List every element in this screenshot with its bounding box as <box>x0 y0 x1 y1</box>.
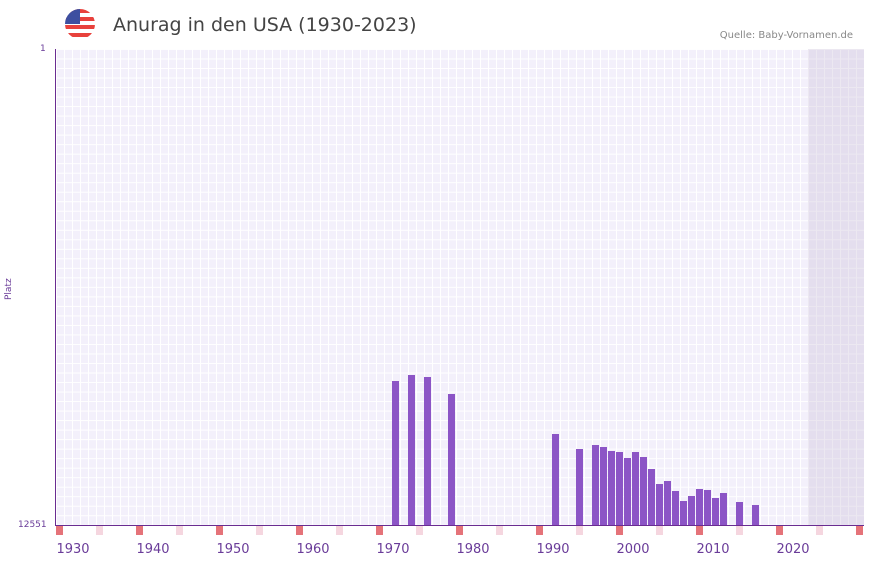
us-flag-icon <box>65 9 95 39</box>
page-title: Anurag in den USA (1930-2023) <box>113 14 417 36</box>
bar-1996[interactable] <box>600 447 607 525</box>
y-tick-bottom: 12551 <box>18 520 47 530</box>
x-tick-label: 1960 <box>296 542 330 557</box>
bar-2015[interactable] <box>752 505 759 525</box>
bar-2008[interactable] <box>696 489 703 525</box>
bar-2005[interactable] <box>672 491 679 525</box>
year-marker <box>696 526 703 535</box>
year-marker <box>736 526 743 535</box>
year-marker <box>856 526 863 535</box>
year-marker <box>176 526 183 535</box>
bar-1995[interactable] <box>592 445 599 525</box>
x-tick-label: 1980 <box>456 542 490 557</box>
x-tick-label: 2020 <box>776 542 810 557</box>
bar-1997[interactable] <box>608 451 615 525</box>
future-shade <box>808 49 864 525</box>
x-tick-label: 2010 <box>696 542 730 557</box>
year-marker <box>336 526 343 535</box>
plot-area <box>56 49 864 525</box>
year-marker <box>616 526 623 535</box>
bar-2000[interactable] <box>632 452 639 525</box>
bar-2007[interactable] <box>688 496 695 525</box>
bar-1972[interactable] <box>408 375 415 525</box>
x-tick-label: 1970 <box>376 542 410 557</box>
year-marker <box>576 526 583 535</box>
bar-2003[interactable] <box>656 484 663 525</box>
bar-2002[interactable] <box>648 469 655 525</box>
bar-1993[interactable] <box>576 449 583 525</box>
y-axis <box>55 49 56 526</box>
year-marker <box>416 526 423 535</box>
year-marker <box>56 526 63 535</box>
bar-2001[interactable] <box>640 457 647 525</box>
bar-2010[interactable] <box>712 498 719 525</box>
source-label: Quelle: Baby-Vornamen.de <box>719 30 853 41</box>
x-tick-label: 1940 <box>136 542 170 557</box>
bar-1974[interactable] <box>424 377 431 525</box>
year-marker <box>816 526 823 535</box>
year-marker <box>536 526 543 535</box>
year-marker <box>296 526 303 535</box>
x-tick-label: 1930 <box>56 542 90 557</box>
year-marker <box>96 526 103 535</box>
x-tick-label: 1950 <box>216 542 250 557</box>
year-marker <box>256 526 263 535</box>
bar-1998[interactable] <box>616 452 623 525</box>
x-tick-label: 2000 <box>616 542 650 557</box>
bar-1999[interactable] <box>624 458 631 525</box>
x-axis <box>55 525 864 526</box>
year-marker <box>216 526 223 535</box>
bar-1970[interactable] <box>392 381 399 525</box>
year-marker <box>456 526 463 535</box>
bar-2011[interactable] <box>720 493 727 525</box>
bar-2006[interactable] <box>680 501 687 525</box>
bar-1990[interactable] <box>552 434 559 525</box>
x-tick-label: 1990 <box>536 542 570 557</box>
bar-2013[interactable] <box>736 502 743 525</box>
year-marker <box>136 526 143 535</box>
bar-2004[interactable] <box>664 481 671 525</box>
year-marker <box>776 526 783 535</box>
year-marker <box>496 526 503 535</box>
bar-1977[interactable] <box>448 394 455 525</box>
year-marker <box>376 526 383 535</box>
year-marker <box>656 526 663 535</box>
y-tick-top: 1 <box>40 44 46 54</box>
y-axis-label: Platz <box>4 278 14 300</box>
bar-2009[interactable] <box>704 490 711 525</box>
